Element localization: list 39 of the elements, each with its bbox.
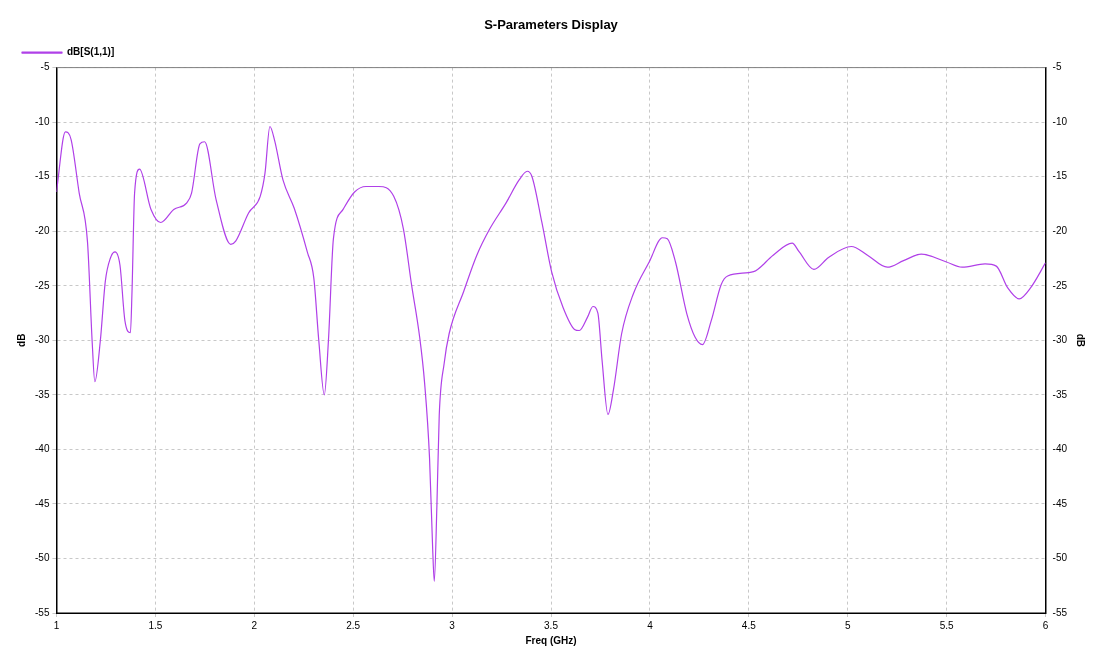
y2-tick-label: -50: [1052, 552, 1068, 564]
x-tick-label: 3: [449, 619, 456, 631]
y-tick-label: -5: [40, 61, 50, 73]
x-tick-label: 3.5: [544, 619, 559, 631]
y2-tick-label: -30: [1052, 334, 1068, 346]
y-tick-label: -20: [35, 224, 50, 236]
y-tick-label: -40: [35, 443, 50, 455]
x-tick-label: 5: [844, 619, 851, 631]
y-tick-label: -10: [35, 115, 50, 127]
x-tick-label: 1: [53, 619, 60, 631]
y2-tick-label: -15: [1052, 170, 1068, 182]
y-tick-label: -25: [35, 279, 50, 291]
x-tick-label: 6: [1042, 619, 1049, 631]
y2-tick-label: -5: [1052, 61, 1062, 73]
y-tick-label: -50: [35, 552, 50, 564]
y-tick-label: -15: [35, 170, 50, 182]
y2-tick-label: -35: [1052, 388, 1068, 400]
y2-axis-title: dB: [1075, 333, 1087, 347]
y2-tick-label: -55: [1052, 606, 1068, 618]
y-axis-title: dB: [15, 333, 27, 347]
y2-tick-label: -45: [1052, 497, 1068, 509]
x-axis-title: Freq (GHz): [525, 634, 577, 646]
x-tick-label: 1.5: [148, 619, 163, 631]
x-tick-label: 5.5: [939, 619, 955, 631]
chart-title: S-Parameters Display: [484, 17, 619, 33]
y-tick-label: -35: [35, 388, 50, 400]
y2-tick-label: -25: [1052, 279, 1068, 291]
y2-tick-label: -20: [1052, 224, 1068, 236]
y2-tick-label: -10: [1052, 115, 1068, 127]
x-tick-label: 4.5: [741, 619, 757, 631]
y-tick-label: -45: [35, 497, 50, 509]
y-tick-label: -30: [35, 334, 50, 346]
line-series: [56, 125, 1046, 582]
x-tick-label: 2: [251, 619, 258, 631]
x-tick-label: 4: [647, 619, 654, 631]
y2-tick-label: -40: [1052, 443, 1068, 455]
y-tick-label: -55: [35, 606, 50, 618]
x-tick-label: 2.5: [346, 619, 361, 631]
legend-label: dB[S(1,1)]: [67, 46, 115, 58]
